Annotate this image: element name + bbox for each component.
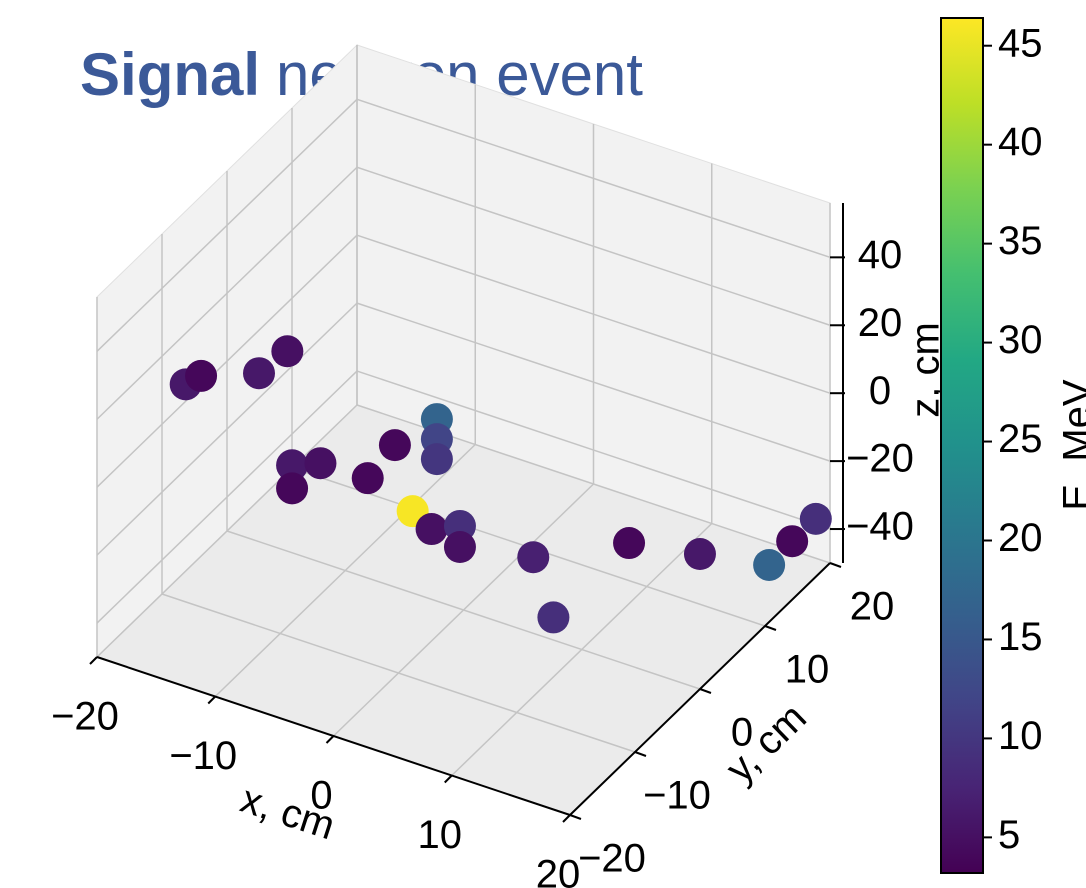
y-tick-label: −20: [578, 837, 646, 881]
y-tick: [699, 688, 712, 694]
grid-line: [96, 166, 358, 420]
x-tick-label: −10: [169, 734, 237, 778]
colorbar-tick-label: 30: [998, 318, 1043, 362]
colorbar-tick-label: 25: [998, 417, 1043, 461]
x-tick: [89, 656, 98, 665]
point: [271, 335, 304, 368]
z-tick-label: −20: [846, 437, 914, 481]
point: [243, 357, 276, 390]
point: [613, 527, 646, 560]
y-tick: [764, 625, 777, 631]
grid-line: [96, 234, 358, 488]
y-tick: [569, 814, 582, 820]
grid-line: [356, 98, 831, 259]
point: [443, 531, 476, 564]
z-tick-label: 40: [858, 233, 903, 277]
colorbar-tick-label: 40: [998, 120, 1043, 164]
grid-line: [96, 98, 358, 352]
title-bold: Signal: [80, 41, 260, 108]
point: [537, 601, 570, 634]
y-tick-label: −10: [643, 774, 711, 818]
grid-line: [96, 370, 358, 624]
point: [517, 541, 550, 574]
point: [276, 472, 309, 505]
x-tick: [325, 735, 335, 744]
colorbar-tick-label: 5: [998, 813, 1020, 857]
x-tick: [207, 695, 216, 705]
colorbar: [940, 17, 984, 874]
z-tick-label: −40: [846, 505, 914, 549]
grid-line: [226, 530, 701, 690]
point: [351, 462, 384, 495]
x-tick: [562, 814, 571, 823]
point: [185, 359, 218, 392]
colorbar-tick-label: 35: [998, 219, 1043, 263]
colorbar-tick-label: 15: [998, 615, 1043, 659]
y-tick-label: 20: [850, 585, 895, 629]
point: [276, 449, 309, 482]
y-tick-label: 0: [731, 711, 753, 755]
point: [415, 513, 448, 546]
point: [683, 538, 716, 571]
x-tick-label: 20: [536, 853, 581, 888]
y-tick: [829, 562, 842, 568]
colorbar-label: E, MeV: [1056, 379, 1086, 510]
z-tick-label: 20: [858, 301, 903, 345]
point: [378, 429, 411, 462]
y-tick-label: 10: [785, 648, 830, 692]
point: [753, 548, 786, 581]
grid-line: [356, 234, 831, 394]
y-tick: [634, 751, 647, 757]
point: [420, 443, 453, 476]
grid-line: [356, 166, 831, 326]
point: [304, 447, 337, 480]
x-tick-label: 10: [418, 813, 463, 857]
point: [799, 502, 832, 535]
x-tick: [444, 774, 453, 784]
x-tick-label: −20: [51, 695, 119, 739]
x-tick-label: 0: [310, 774, 332, 818]
grid-line: [356, 370, 831, 530]
colorbar-tick-label: 20: [998, 516, 1043, 560]
grid-line: [161, 593, 636, 753]
colorbar-tick-label: 10: [998, 714, 1043, 758]
colorbar-tick-label: 45: [998, 21, 1043, 65]
grid-line: [96, 302, 358, 556]
point: [776, 525, 809, 558]
grid-line: [356, 302, 831, 462]
z-tick-label: 0: [869, 369, 891, 413]
